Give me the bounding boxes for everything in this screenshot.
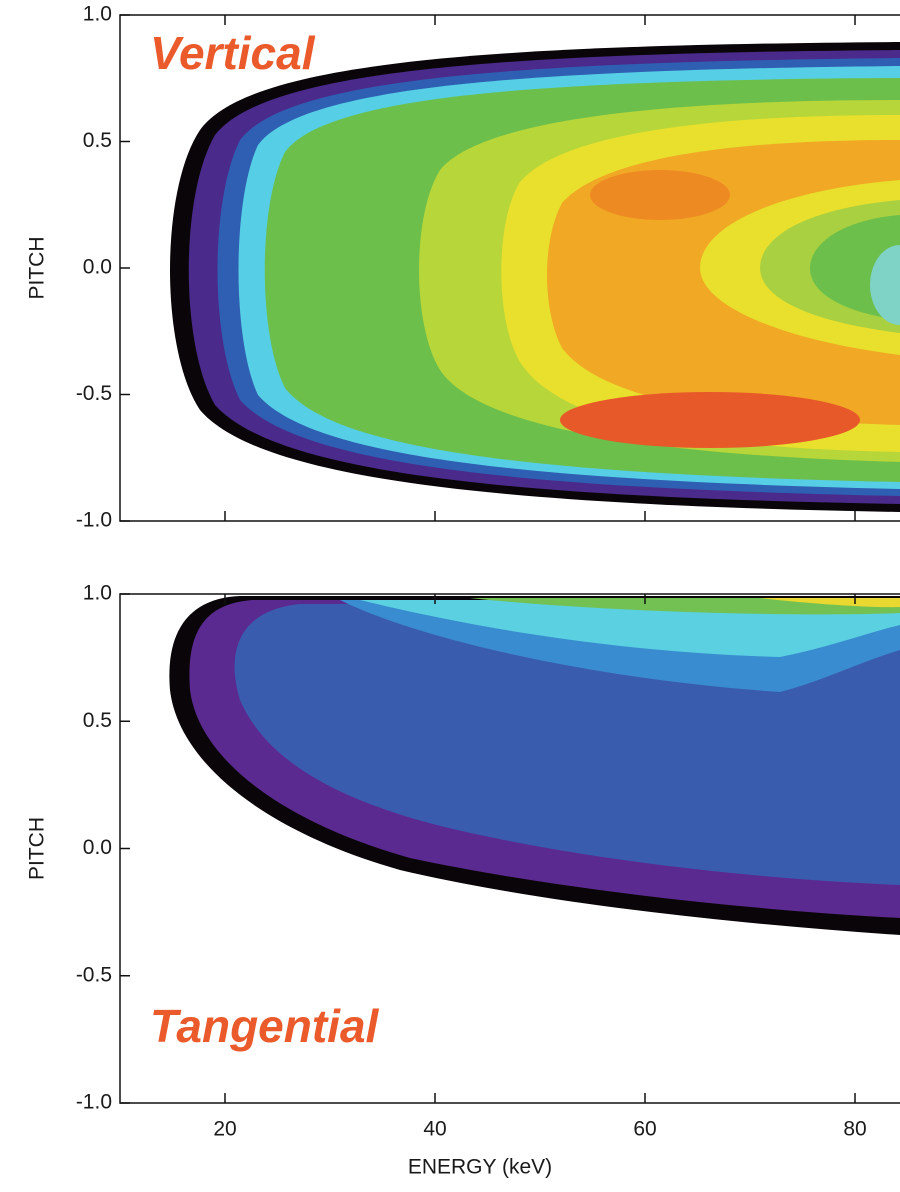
y-tick-label: -1.0: [76, 1091, 112, 1114]
heatmap-tangential: [169, 596, 900, 935]
y-axis-label: PITCH: [26, 817, 49, 880]
y-tick-label: 0.5: [83, 709, 112, 732]
annotation: Vertical: [150, 27, 316, 79]
y-tick-label: -0.5: [76, 382, 112, 405]
x-tick-label: 20: [213, 1118, 236, 1141]
y-tick-label: 0.5: [83, 129, 112, 152]
y-tick-label: -0.5: [76, 963, 112, 986]
annotation: Tangential: [150, 1000, 380, 1052]
y-tick-label: 1.0: [83, 3, 112, 26]
x-tick-label: 80: [843, 1118, 866, 1141]
y-axis-label: PITCH: [26, 237, 49, 300]
y-tick-label: 0.0: [83, 836, 112, 859]
y-tick-label: 0.0: [83, 256, 112, 279]
y-tick-label: -1.0: [76, 509, 112, 532]
x-axis-label: ENERGY (keV): [408, 1156, 552, 1179]
heatmap-vertical: [170, 42, 900, 512]
y-tick-label: 1.0: [83, 582, 112, 605]
x-tick-label: 40: [423, 1118, 446, 1141]
x-tick-label: 60: [633, 1118, 656, 1141]
